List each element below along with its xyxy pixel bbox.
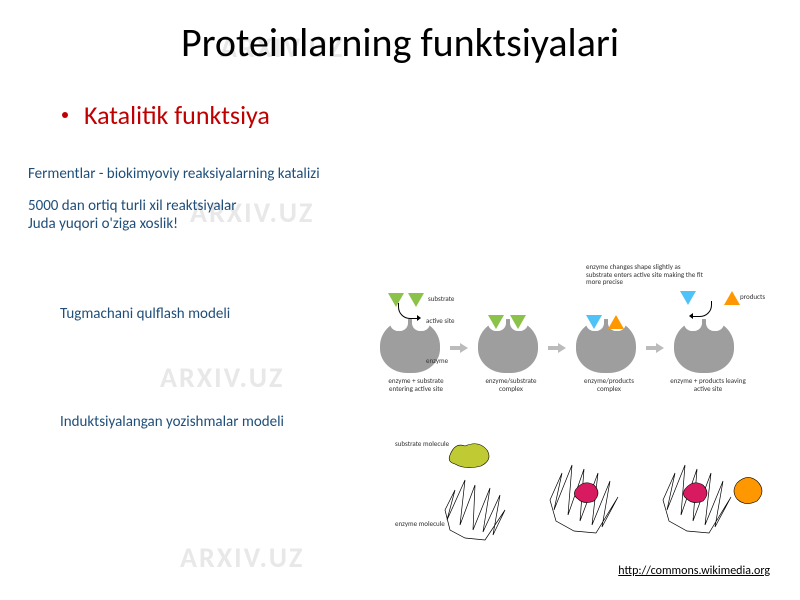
bullet-item: Katalitik funktsiya [62,99,800,131]
enzyme-scribble [540,455,635,550]
source-link[interactable]: http://commons.wikimedia.org [618,564,770,578]
paragraph: 5000 dan ortiq turli xil reaktsiyalar [28,197,800,215]
model-label-1: Tugmachani qulflash modeli [60,305,800,323]
enzyme-diagram-bottom: substrate molecule enzyme molecule [395,440,785,560]
enzyme-scribble [435,470,515,550]
watermark: ARXIV.UZ [180,540,304,575]
caption: substrate molecule [395,440,449,448]
bullet-icon [62,112,68,118]
paragraph: Juda yuqori o'ziga xoslik! [28,215,800,233]
model-label-2: Induktsiyalangan yozishmalar modeli [60,413,800,431]
paragraph: Fermentlar - biokimyoviy reaksiyalarning… [28,165,800,183]
substrate-blob [445,440,495,470]
enzyme-scribble [655,455,775,550]
page-title: Proteinlarning funktsiyalari [0,0,800,67]
bullet-text: Katalitik funktsiya [84,99,270,131]
